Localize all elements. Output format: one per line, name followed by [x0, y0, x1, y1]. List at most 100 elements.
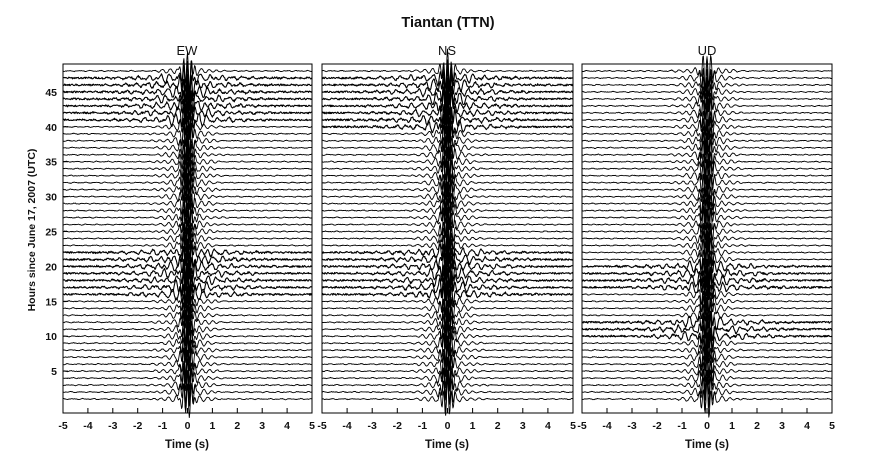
- trace-ew-h27: [62, 201, 313, 237]
- trace-ud-h25: [581, 208, 832, 249]
- trace-ew-h28: [62, 193, 313, 232]
- ytick-label-1: 10: [45, 331, 57, 343]
- trace-ew-h31: [63, 172, 313, 210]
- xtick-label-ns-3: -2: [393, 420, 402, 432]
- trace-ud-h26: [581, 208, 832, 244]
- xtick-label-ew-1: -4: [83, 420, 92, 432]
- trace-ew-h48: [62, 52, 313, 92]
- xtick-label-ud-7: 2: [754, 420, 760, 432]
- panel-ud: UD -5 -4 -3 -2 -1 0 1 2 3 4 5 Time (s): [577, 43, 835, 451]
- xtick-label-ew-3: -2: [133, 420, 142, 432]
- trace-ns-h24: [321, 219, 573, 260]
- xtick-label-ud-10: 5: [829, 420, 835, 432]
- trace-ew-h15: [62, 285, 312, 322]
- chart-title: Tiantan (TTN): [401, 15, 494, 31]
- xtick-label-ud-9: 4: [804, 420, 810, 432]
- trace-ew-h1: [62, 383, 313, 419]
- trace-ud-h5: [581, 349, 832, 391]
- traces-ns: [321, 48, 574, 416]
- trace-ns-h31: [321, 168, 574, 209]
- trace-ud-h23: [581, 229, 833, 265]
- trace-ud-h14: [581, 289, 832, 329]
- trace-ns-h41: [321, 99, 574, 141]
- trace-ew-h23: [62, 227, 313, 266]
- trace-ud-h11: [581, 312, 833, 354]
- panel-ew: EW -5 -4 -3 -2 -1 0 1 2 3 4 5 Time (s): [58, 43, 315, 451]
- traces-ew: [62, 52, 313, 419]
- trace-ud-h48: [581, 55, 833, 90]
- trace-ew-h32: [62, 161, 313, 202]
- trace-ns-h6: [322, 343, 574, 385]
- ytick-label-3: 20: [45, 261, 57, 273]
- ytick-label-6: 35: [45, 157, 57, 169]
- xtick-label-ns-5: 0: [445, 420, 451, 432]
- trace-ud-h43: [581, 89, 833, 127]
- trace-ns-h48: [321, 48, 574, 89]
- trace-ew-h36: [62, 133, 313, 175]
- xtick-label-ud-5: 0: [704, 420, 710, 432]
- x-ticks-ud: -5 -4 -3 -2 -1 0 1 2 3 4 5: [577, 408, 835, 432]
- x-axis-label-ns: Time (s): [425, 439, 469, 451]
- trace-ns-h5: [321, 355, 573, 390]
- trace-ew-h39: [62, 115, 313, 154]
- trace-ud-h40: [582, 105, 832, 147]
- trace-ew-h45: [62, 74, 313, 112]
- ytick-label-5: 30: [45, 192, 57, 204]
- trace-ns-h33: [321, 160, 574, 195]
- y-ticks: 5 10 15 20 25 30 35 40 45: [45, 87, 68, 378]
- trace-ud-h39: [582, 118, 833, 152]
- trace-ns-h2: [321, 373, 574, 413]
- trace-ew-h26: [62, 208, 313, 243]
- trace-ew-h47: [62, 61, 313, 98]
- trace-ew-h10: [62, 320, 313, 354]
- trace-ud-h36: [581, 139, 833, 176]
- trace-ew-h3: [62, 369, 313, 405]
- trace-ns-h17: [321, 267, 574, 308]
- xtick-label-ud-1: -4: [602, 420, 611, 432]
- trace-ew-h4: [63, 358, 312, 399]
- xtick-label-ns-6: 1: [470, 420, 476, 432]
- trace-ud-h33: [581, 158, 832, 196]
- xtick-label-ns-0: -5: [317, 420, 326, 432]
- trace-ud-h24: [581, 222, 833, 260]
- xtick-label-ew-4: -1: [158, 420, 167, 432]
- trace-ud-h2: [581, 376, 832, 411]
- trace-ud-h45: [581, 75, 833, 110]
- trace-ew-h12: [62, 304, 313, 344]
- xtick-label-ns-8: 3: [520, 420, 526, 432]
- trace-ew-h24: [63, 219, 313, 259]
- ytick-label-2: 15: [45, 296, 57, 308]
- ytick-label-7: 40: [45, 122, 57, 134]
- xtick-label-ud-8: 3: [779, 420, 785, 432]
- xtick-label-ew-10: 5: [309, 420, 315, 432]
- xtick-label-ud-3: -2: [652, 420, 661, 432]
- trace-ew-h22: [62, 234, 313, 274]
- ytick-label-4: 25: [45, 227, 57, 239]
- xtick-label-ew-9: 4: [284, 420, 290, 432]
- trace-ns-h8: [321, 334, 574, 368]
- trace-ew-h6: [62, 348, 313, 383]
- trace-ud-h13: [582, 296, 833, 336]
- xtick-label-ns-1: -4: [342, 420, 351, 432]
- xtick-label-ew-5: 0: [185, 420, 191, 432]
- panel-title-ew: EW: [177, 43, 199, 58]
- trace-ns-h42: [321, 89, 574, 134]
- xtick-label-ns-7: 2: [495, 420, 501, 432]
- xtick-label-ud-2: -3: [627, 420, 636, 432]
- xtick-label-ns-4: -1: [418, 420, 427, 432]
- x-ticks-ns: -5 -4 -3 -2 -1 0 1 2 3 4 5: [317, 408, 576, 432]
- trace-ud-h37: [581, 131, 833, 168]
- trace-ns-h39: [321, 117, 574, 154]
- trace-ns-h12: [321, 306, 574, 341]
- x-axis-label-ud: Time (s): [685, 439, 729, 451]
- trace-ns-h3: [321, 369, 574, 405]
- trace-ud-h3: [581, 368, 833, 405]
- panel-title-ud: UD: [698, 43, 717, 58]
- trace-ns-h27: [321, 198, 574, 239]
- y-axis-label: Hours since June 17, 2007 (UTC): [26, 149, 38, 312]
- trace-ns-h35: [321, 146, 573, 181]
- xtick-label-ew-7: 2: [234, 420, 240, 432]
- trace-ns-h30: [322, 180, 574, 215]
- trace-ew-h38: [62, 124, 313, 161]
